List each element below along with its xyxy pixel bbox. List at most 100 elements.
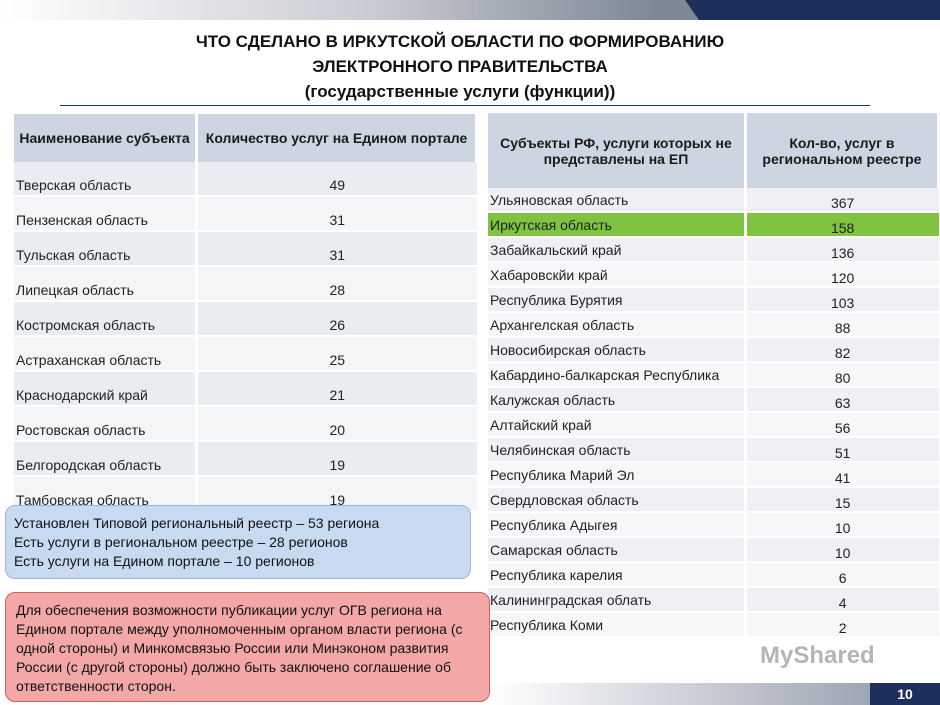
cell-name: Ростовская область (14, 406, 197, 442)
cell-name: Тульская область (14, 231, 197, 267)
cell-value: 82 (743, 337, 939, 363)
cell-value: 10 (743, 512, 939, 538)
table-row: Ростовская область 20 (14, 406, 477, 442)
cell-value: 31 (195, 196, 477, 232)
table-row: Тульская область 31 (14, 231, 477, 267)
cell-name: Новосибирская область (488, 337, 746, 363)
table-row: Калужская область 63 (488, 387, 939, 413)
cell-value: 120 (743, 262, 939, 288)
cell-name: Забайкальский край (488, 237, 746, 263)
cell-value: 158 (743, 212, 939, 238)
table-row: Республика Коми 2 (488, 612, 939, 638)
cell-value: 28 (195, 266, 477, 302)
cell-name: Хабаровскйи край (488, 262, 746, 288)
cell-value: 103 (743, 287, 939, 313)
cell-value: 80 (743, 362, 939, 388)
cell-value: 41 (743, 462, 939, 488)
cell-name: Иркутская область (488, 212, 746, 238)
table-row: Липецкая область 28 (14, 266, 477, 302)
cell-name: Костромская область (14, 301, 197, 337)
cell-value: 63 (743, 387, 939, 413)
bottom-bar (490, 683, 940, 705)
table-row: Тверская область 49 (14, 162, 477, 197)
title-line: ЧТО СДЕЛАНО В ИРКУТСКОЙ ОБЛАСТИ ПО ФОРМИ… (195, 32, 725, 51)
cell-value: 6 (743, 562, 939, 588)
warning-note: Для обеспечения возможности публикации у… (5, 592, 490, 702)
column-header: Субъекты РФ, услуги которых не представл… (488, 113, 747, 188)
cell-name: Республика Бурятия (488, 287, 746, 313)
cell-name: Краснодарский край (14, 371, 197, 407)
cell-value: 15 (743, 487, 939, 513)
table-row: Хабаровскйи край 120 (488, 262, 939, 288)
table-row: Калининградская облать 4 (488, 587, 939, 613)
cell-value: 367 (743, 188, 939, 213)
page-number: 10 (870, 683, 940, 705)
cell-value: 21 (195, 371, 477, 407)
cell-value: 2 (743, 612, 939, 638)
cell-value: 31 (195, 231, 477, 267)
cell-name: Кабардино-балкарская Республика (488, 362, 746, 388)
left-table: Наименование субъекта Количество услуг на… (14, 114, 478, 512)
cell-name: Республика Коми (488, 612, 746, 638)
cell-value: 88 (743, 312, 939, 338)
cell-name: Республика карелия (488, 562, 746, 588)
cell-value: 25 (195, 336, 477, 372)
cell-name: Тверская область (14, 162, 197, 197)
table-row: Ульяновская область 367 (488, 188, 939, 213)
cell-value: 10 (743, 537, 939, 563)
cell-name: Ульяновская область (488, 188, 746, 213)
cell-name: Пензенская область (14, 196, 197, 232)
column-header: Наименование субъекта (14, 114, 199, 162)
cell-name: Республика Адыгея (488, 512, 746, 538)
cell-value: 49 (195, 162, 477, 197)
subtitle-line: (государственные услуги (функции)) (304, 82, 616, 101)
table-row: Новосибирская область 82 (488, 337, 939, 363)
cell-name: Астраханская область (14, 336, 197, 372)
cell-value: 20 (195, 406, 477, 442)
cell-value: 51 (743, 437, 939, 463)
table-row: Кабардино-балкарская Республика 80 (488, 362, 939, 388)
cell-value: 19 (195, 441, 477, 477)
cell-name: Алтайский край (488, 412, 746, 438)
table-row: Забайкальский край 136 (488, 237, 939, 263)
title-rule (60, 105, 870, 106)
cell-value: 136 (743, 237, 939, 263)
table-row: Пензенская область 31 (14, 196, 477, 232)
watermark: MyShared (760, 642, 875, 669)
cell-name: Калужская область (488, 387, 746, 413)
cell-name: Самарская область (488, 537, 746, 563)
cell-name: Республика Марий Эл (488, 462, 746, 488)
column-header: Количество услуг на Едином портале (196, 114, 478, 162)
table-row: Краснодарский край 21 (14, 371, 477, 407)
top-accent (685, 0, 940, 20)
table-row: Белгородская область 19 (14, 441, 477, 477)
table-row: Самарская область 10 (488, 537, 939, 563)
cell-name: Архангелская область (488, 312, 746, 338)
table-row: Архангелская область 88 (488, 312, 939, 338)
cell-name: Белгородская область (14, 441, 197, 477)
table-row: Костромская область 26 (14, 301, 477, 337)
table-row: Республика Бурятия 103 (488, 287, 939, 313)
info-line: Есть услуги в региональном реестре – 28 … (14, 534, 348, 550)
cell-value: 26 (195, 301, 477, 337)
table-row: Республика Адыгея 10 (488, 512, 939, 538)
table-row: Алтайский край 56 (488, 412, 939, 438)
cell-name: Челябинская область (488, 437, 746, 463)
cell-value: 4 (743, 587, 939, 613)
cell-name: Свердловская область (488, 487, 746, 513)
table-row: Республика Марий Эл 41 (488, 462, 939, 488)
table-row: Астраханская область 25 (14, 336, 477, 372)
cell-name: Калининградская облать (488, 587, 746, 613)
table-row: Республика карелия 6 (488, 562, 939, 588)
cell-name: Липецкая область (14, 266, 197, 302)
right-table: Субъекты РФ, услуги которых не представл… (488, 113, 940, 638)
column-header: Кол-во, услуг в региональном реестре (745, 113, 940, 188)
cell-value: 56 (743, 412, 939, 438)
info-note: Установлен Типовой региональный реестр –… (5, 505, 471, 579)
table-row: Челябинская область 51 (488, 437, 939, 463)
table-row: Свердловская область 15 (488, 487, 939, 513)
info-line: Есть услуги на Едином портале – 10 регио… (14, 553, 315, 569)
table-row: Иркутская область 158 (488, 212, 939, 238)
info-line: Установлен Типовой региональный реестр –… (14, 515, 380, 531)
